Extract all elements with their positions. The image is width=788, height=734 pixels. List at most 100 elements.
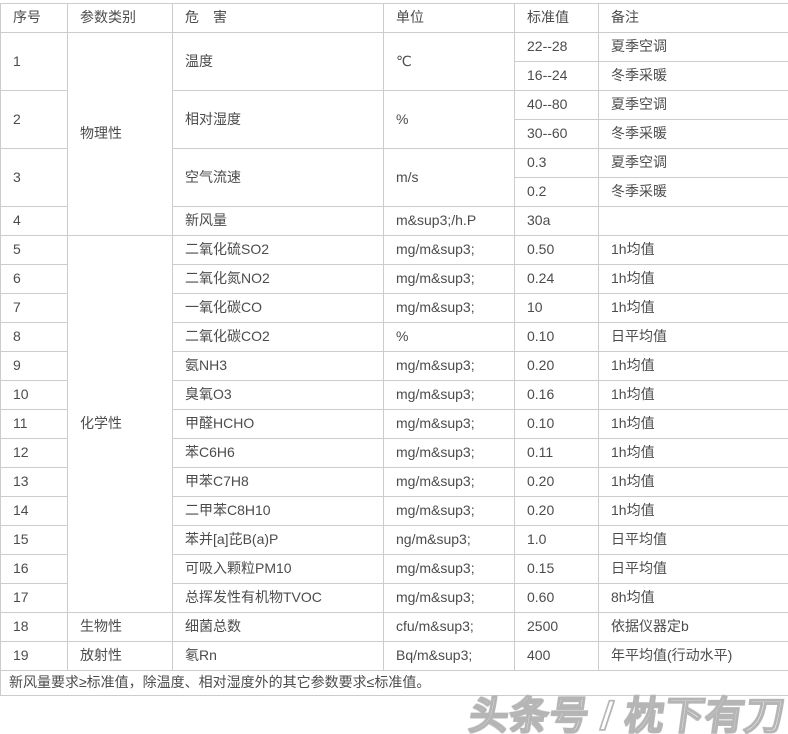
table-row: 4 新风量 m&sup3;/h.P 30a <box>0 206 788 236</box>
table-row: 16--24 冬季采暖 <box>1 61 788 91</box>
cell-standard: 0.20 <box>514 467 599 497</box>
cell-remark: 1h均值 <box>598 264 788 294</box>
cell-standard: 2500 <box>514 612 599 642</box>
cell-unit: ng/m&sup3; <box>383 525 515 555</box>
cell-hazard: 苯C6H6 <box>172 438 384 468</box>
table-row: 13 甲苯C7H8 mg/m&sup3; 0.20 1h均值 <box>0 467 788 497</box>
cell-remark: 1h均值 <box>598 351 788 381</box>
header-remark: 备注 <box>598 3 788 33</box>
cell-standard: 30a <box>514 206 599 236</box>
cell-unit: Bq/m&sup3; <box>383 641 515 671</box>
cell-no: 16 <box>0 554 68 584</box>
header-hazard: 危 害 <box>172 3 384 33</box>
cell-standard: 0.20 <box>514 496 599 526</box>
cell-unit: mg/m&sup3; <box>383 438 515 468</box>
cell-no: 8 <box>0 322 68 352</box>
cell-hazard: 二氧化氮NO2 <box>172 264 384 294</box>
cell-unit: % <box>383 322 515 352</box>
cell-category-radioactive: 放射性 <box>67 641 173 671</box>
table-row: 18 生物性 细菌总数 cfu/m&sup3; 2500 依据仪器定b <box>0 612 788 642</box>
cell-standard: 30--60 <box>514 119 599 149</box>
cell-unit: mg/m&sup3; <box>383 409 515 439</box>
cell-no: 11 <box>0 409 68 439</box>
cell-standard: 1.0 <box>514 525 599 555</box>
cell-remark: 冬季采暖 <box>598 177 788 207</box>
cell-hazard: 二甲苯C8H10 <box>172 496 384 526</box>
cell-hazard: 氨NH3 <box>172 351 384 381</box>
table-row: 12 苯C6H6 mg/m&sup3; 0.11 1h均值 <box>0 438 788 468</box>
cell-standard: 0.60 <box>514 583 599 613</box>
cell-remark: 依据仪器定b <box>598 612 788 642</box>
cell-standard: 0.3 <box>514 148 599 178</box>
cell-hazard: 一氧化碳CO <box>172 293 384 323</box>
cell-standard: 0.24 <box>514 264 599 294</box>
cell-no: 17 <box>0 583 68 613</box>
cell-unit: m&sup3;/h.P <box>383 206 515 236</box>
cell-standard: 0.10 <box>514 409 599 439</box>
cell-remark: 1h均值 <box>598 409 788 439</box>
cell-remark: 1h均值 <box>598 438 788 468</box>
cell-remark: 夏季空调 <box>598 148 788 178</box>
cell-hazard: 臭氧O3 <box>172 380 384 410</box>
cell-standard: 0.15 <box>514 554 599 584</box>
header-unit: 单位 <box>383 3 515 33</box>
cell-no: 2 <box>0 90 68 149</box>
cell-unit: ℃ <box>383 32 515 91</box>
cell-no: 3 <box>0 148 68 207</box>
cell-unit: mg/m&sup3; <box>383 467 515 497</box>
cell-remark: 1h均值 <box>598 496 788 526</box>
cell-standard: 0.20 <box>514 351 599 381</box>
cell-category-physical: 物理性 <box>67 32 173 236</box>
cell-hazard: 相对湿度 <box>172 90 384 149</box>
cell-unit: mg/m&sup3; <box>383 293 515 323</box>
cell-no: 14 <box>0 496 68 526</box>
cell-remark: 1h均值 <box>598 380 788 410</box>
cell-standard: 0.11 <box>514 438 599 468</box>
cell-no: 4 <box>0 206 68 236</box>
header-row: 序号 参数类别 危 害 单位 标准值 备注 <box>0 3 788 33</box>
table-row: 17 总挥发性有机物TVOC mg/m&sup3; 0.60 8h均值 <box>0 583 788 613</box>
cell-hazard: 细菌总数 <box>172 612 384 642</box>
cell-category-biological: 生物性 <box>67 612 173 642</box>
cell-remark: 日平均值 <box>598 322 788 352</box>
cell-unit: mg/m&sup3; <box>383 380 515 410</box>
cell-unit: m/s <box>383 148 515 207</box>
cell-standard: 16--24 <box>514 61 599 91</box>
cell-no: 15 <box>0 525 68 555</box>
cell-no: 9 <box>0 351 68 381</box>
table-row: 19 放射性 氡Rn Bq/m&sup3; 400 年平均值(行动水平) <box>0 641 788 671</box>
cell-standard: 0.10 <box>514 322 599 352</box>
cell-standard: 10 <box>514 293 599 323</box>
table-row: 16 可吸入颗粒PM10 mg/m&sup3; 0.15 日平均值 <box>0 554 788 584</box>
cell-no: 13 <box>0 467 68 497</box>
cell-category-chemical: 化学性 <box>67 235 173 613</box>
header-category: 参数类别 <box>67 3 173 33</box>
cell-remark: 8h均值 <box>598 583 788 613</box>
cell-standard: 0.16 <box>514 380 599 410</box>
cell-unit: mg/m&sup3; <box>383 351 515 381</box>
cell-remark: 冬季采暖 <box>598 119 788 149</box>
table-row: 0.2 冬季采暖 <box>1 177 788 207</box>
table-row: 3 空气流速 m/s 0.3 夏季空调 <box>0 148 788 207</box>
header-no: 序号 <box>0 3 68 33</box>
footnote-text: 新风量要求≥标准值，除温度、相对湿度外的其它参数要求≤标准值。 <box>0 670 788 696</box>
cell-unit: cfu/m&sup3; <box>383 612 515 642</box>
cell-unit: mg/m&sup3; <box>383 554 515 584</box>
cell-standard: 22--28 <box>514 32 599 62</box>
cell-remark: 夏季空调 <box>598 32 788 62</box>
cell-remark: 日平均值 <box>598 554 788 584</box>
cell-standard: 0.2 <box>514 177 599 207</box>
table-row: 2 相对湿度 % 40--80 夏季空调 <box>0 90 788 149</box>
cell-unit: mg/m&sup3; <box>383 235 515 265</box>
cell-remark: 夏季空调 <box>598 90 788 120</box>
cell-standard: 40--80 <box>514 90 599 120</box>
cell-standard: 0.50 <box>514 235 599 265</box>
cell-no: 6 <box>0 264 68 294</box>
table-row: 8 二氧化碳CO2 % 0.10 日平均值 <box>0 322 788 352</box>
table-row: 14 二甲苯C8H10 mg/m&sup3; 0.20 1h均值 <box>0 496 788 526</box>
cell-remark: 1h均值 <box>598 293 788 323</box>
cell-no: 19 <box>0 641 68 671</box>
cell-remark: 年平均值(行动水平) <box>598 641 788 671</box>
cell-unit: mg/m&sup3; <box>383 583 515 613</box>
cell-hazard: 温度 <box>172 32 384 91</box>
